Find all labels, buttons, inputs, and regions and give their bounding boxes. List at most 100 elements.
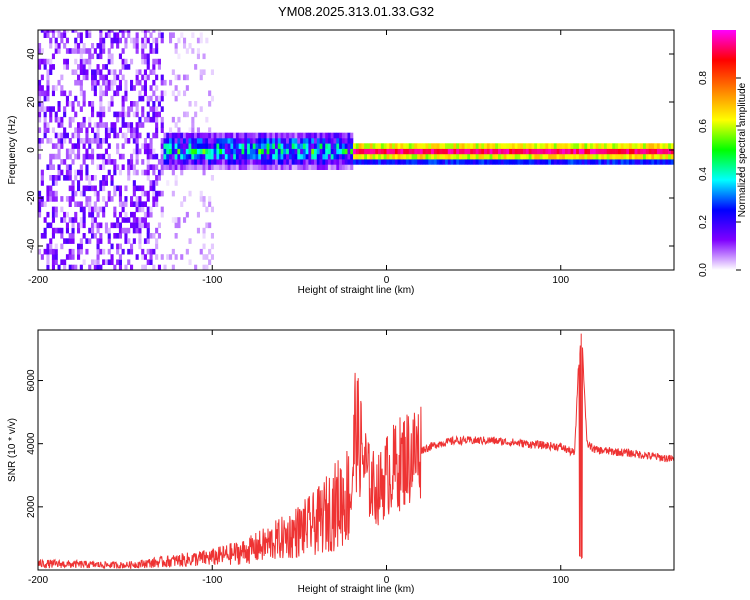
spectrogram-cell [174,148,178,155]
spectrogram-cell [116,116,120,123]
chart-title: YM08.2025.313.01.33.G32 [278,4,434,19]
spectrogram-cell [79,217,83,223]
spectrogram-cell [336,143,340,149]
spectrogram-cell [247,143,251,149]
spectrogram-cell [433,148,437,155]
spectrogram-cell [149,164,153,170]
spectrogram-cell [121,74,125,81]
spectrogram-cell [567,143,571,149]
spectrogram-cell [364,153,368,160]
spectrogram-cell [665,143,669,149]
spectrogram-cell [102,159,106,165]
spectrogram-cell [155,122,159,128]
spectrogram-cell [263,159,267,165]
spectrogram-cell [96,238,100,244]
spectrogram-cell [347,159,351,165]
spectrogram-cell [590,143,594,149]
spectrogram-cell [113,222,117,229]
spectrogram-cell [394,159,398,165]
spectrogram-cell [380,143,384,149]
spectrogram-cell [564,153,568,160]
spectrogram-cell [116,259,120,265]
spectrogram-cell [277,153,281,160]
spectrogram-cell [562,159,566,165]
spectrogram-cell [567,159,571,165]
spectrogram-cell [433,153,437,160]
spectrogram-cell [269,138,273,144]
spectrogram-cell [283,143,287,149]
spectrogram-cell [537,148,541,155]
spectrogram-cell [422,159,426,165]
spectrogram-cell [157,264,161,270]
spectrogram-cell [71,180,75,186]
spectrogram-cell [668,148,672,155]
spectrogram-cell [202,233,206,239]
spectrogram-cell [149,259,153,265]
spectrogram-cell [428,148,432,155]
spectrogram-cell [102,211,106,218]
spectrogram-cell [459,148,463,155]
spectrogram-cell [127,227,131,234]
spectrogram-cell [135,185,139,192]
spectrogram-cell [230,138,234,144]
spectrogram-cell [60,169,64,176]
spectrogram-cell [506,143,510,149]
spectrogram-cell [238,159,242,165]
spectrogram-cell [93,201,97,207]
spectrogram-cell [91,106,95,112]
spectrogram-cell [327,148,331,155]
spectrogram-cell [472,153,476,160]
spectrogram-cell [180,138,184,144]
spectrogram-cell [157,222,161,229]
spectrogram-cell [383,159,387,165]
spectrogram-cell [85,164,89,170]
spectrogram-cell [433,143,437,149]
spectrogram-cell [124,185,128,192]
spectrogram-cell [68,122,72,128]
spectrogram-cell [141,169,145,176]
spectrogram-cell [233,159,237,165]
spectrogram-cell [308,143,312,149]
spectrogram-cell [40,175,44,181]
spectrogram-cell [275,164,279,170]
spectrogram-cell [314,153,318,160]
spectrogram-cell [71,248,75,255]
spectrogram-cell [564,143,568,149]
spectrogram-cell [143,190,147,197]
spectrogram-cell [157,233,161,239]
spectrogram-cell [82,143,86,149]
spectrogram-cell [199,248,203,255]
spectrogram-cell [71,132,75,139]
spectrogram-cell [266,153,270,160]
spectrogram-cell [51,233,55,239]
spectrogram-cell [222,164,226,170]
spectrogram-cell [188,132,192,139]
spectrogram-cell [51,190,55,197]
spectrogram-cell [118,79,122,86]
spectrogram-cell [486,143,490,149]
spectrogram-cell [269,132,273,139]
spectrogram-cell [46,196,50,202]
spectrogram-cell [163,138,167,144]
spectrogram-cell [445,143,449,149]
spectrogram-cell [339,143,343,149]
spectrogram-cell [341,143,345,149]
spectrogram-cell [174,153,178,160]
spectrogram-cell [166,180,170,186]
spectrogram-cell [143,85,147,91]
spectrogram-cell [640,148,644,155]
spectrogram-cell [520,143,524,149]
spectrogram-cell [631,143,635,149]
spectrogram-cell [152,90,156,97]
spectrogram-cell [152,30,156,33]
spectrogram-cell [489,143,493,149]
spectrogram-cell [202,169,206,176]
spectrogram-cell [143,148,147,155]
spectrogram-cell [96,143,100,149]
spectrogram-cell [91,211,95,218]
spectrogram-cell [88,264,92,270]
spectrogram-cell [355,143,359,149]
spectrogram-cell [481,148,485,155]
spectrogram-cell [199,106,203,112]
spectrogram-cell [124,211,128,218]
